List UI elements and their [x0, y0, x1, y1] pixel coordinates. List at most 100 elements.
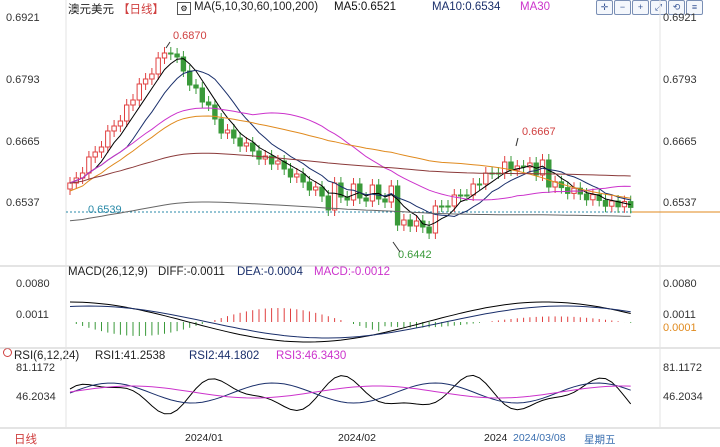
more-icon[interactable]: ≡ [686, 0, 703, 15]
candle-body [300, 173, 306, 183]
rsi-3: RSI3:46.3430 [276, 350, 347, 362]
candle-body [205, 101, 212, 106]
candle-body [250, 142, 256, 152]
rsi-settings-icon[interactable] [3, 348, 12, 357]
rsi-2: RSI2:44.1802 [189, 350, 260, 362]
macd-diff-line [69, 301, 631, 343]
candle-body [602, 199, 609, 207]
footer-period[interactable]: 日线 [14, 434, 37, 446]
candle-body [306, 181, 313, 191]
candle-body [583, 193, 590, 201]
candle-body [489, 172, 495, 175]
crosshair-icon[interactable]: ✛ [596, 0, 613, 15]
date-label-2: 2024/02 [338, 432, 376, 444]
rsi-tick-right-2: 46.2034 [663, 391, 703, 403]
candle-body [376, 184, 382, 200]
candle-body [520, 165, 527, 168]
price-tick-left-4: 0.6537 [6, 197, 40, 209]
candle-body [319, 186, 325, 197]
high-label-1: 0.6870 [173, 30, 207, 42]
high-label-2: 0.6667 [522, 126, 556, 138]
candle-body [193, 84, 199, 89]
macd-tick-right-1: 0.0080 [663, 278, 697, 290]
price-tick-right-2: 0.6793 [663, 74, 697, 86]
candle-body [313, 186, 319, 191]
candle-body [73, 177, 79, 184]
macd-macd: MACD:-0.0012 [314, 266, 391, 278]
candle-body [369, 184, 376, 202]
candle-body [218, 118, 224, 134]
macd-tick-left-2: 0.0011 [16, 309, 49, 321]
candle-body [275, 160, 281, 165]
macd-dea-line [69, 305, 631, 339]
price-tick-right-1: 0.6921 [663, 12, 697, 24]
candle-body [596, 194, 602, 201]
candle-body [470, 183, 476, 196]
candle-body [212, 104, 218, 120]
candle-body [79, 172, 86, 179]
candle-body [180, 56, 187, 72]
period-selector[interactable]: 【日线】 [118, 4, 164, 16]
candle-body [124, 104, 130, 122]
candle-body [117, 120, 124, 127]
ma10-line [69, 69, 631, 218]
rsi3-line [69, 385, 631, 399]
price-tick-left-3: 0.6665 [6, 136, 40, 148]
candle-body [571, 187, 577, 194]
candle-body [231, 129, 237, 139]
date-label-1: 2024/01 [185, 432, 223, 444]
reset-icon[interactable]: ⟲ [668, 0, 685, 15]
macd-tick-right-2: 0.0011 [663, 309, 696, 321]
candle-body [262, 155, 269, 160]
macd-params: MACD(26,12,9) [68, 266, 148, 278]
candle-body [149, 73, 155, 80]
candle-body [483, 172, 489, 185]
ma10-value: MA10:0.6534 [432, 1, 501, 13]
candle-body [621, 201, 628, 208]
price-tick-left-2: 0.6793 [6, 74, 40, 86]
fullscreen-icon[interactable]: ⤢ [650, 0, 667, 15]
candle-body [256, 150, 262, 160]
current-price-label: 0.6539 [88, 204, 122, 216]
candle-body [413, 220, 420, 227]
candle-body [111, 125, 117, 132]
macd-diff: DIFF:-0.0011 [158, 266, 225, 278]
candle-body [527, 162, 533, 168]
ma5-value: MA5:0.6521 [334, 1, 397, 13]
candle-body [142, 78, 149, 85]
candle-body [394, 185, 401, 226]
ma30-value: MA30 [520, 1, 551, 13]
candle-body [590, 194, 596, 201]
ma-params: MA(5,10,30,60,100,200) [194, 1, 319, 13]
zoom-out-icon[interactable]: − [614, 0, 631, 15]
candle-body [546, 159, 552, 188]
macd-tick-right-3: 0.0001 [663, 322, 697, 334]
candle-body [331, 182, 338, 211]
high-marker [165, 41, 171, 49]
macd-dea: DEA:-0.0004 [237, 266, 303, 278]
candle-body [105, 130, 111, 148]
candle-body [615, 200, 621, 208]
candle-body [237, 137, 243, 147]
candle-body [281, 160, 287, 170]
candle-body [401, 219, 407, 226]
candle-body [432, 205, 439, 234]
rsi2-line [69, 382, 631, 404]
cursor-weekday: 星期五 [584, 434, 616, 446]
candle-body [168, 52, 174, 55]
candle-body [457, 194, 464, 197]
candle-body [224, 129, 231, 134]
candle-body [243, 142, 250, 147]
settings-icon[interactable]: ⚙ [177, 2, 191, 15]
zoom-in-icon[interactable]: + [632, 0, 649, 15]
price-tick-right-4: 0.6537 [663, 197, 697, 209]
symbol-name: 澳元美元 [68, 4, 114, 16]
rsi-tick-left-1: 81.1172 [16, 362, 55, 374]
rsi-tick-right-1: 81.1172 [663, 362, 702, 374]
candle-body [426, 226, 432, 234]
rsi-params: RSI(6,12,24) [14, 350, 80, 362]
candle-body [199, 87, 206, 103]
candle-body [508, 161, 514, 171]
candle-body [294, 173, 300, 178]
